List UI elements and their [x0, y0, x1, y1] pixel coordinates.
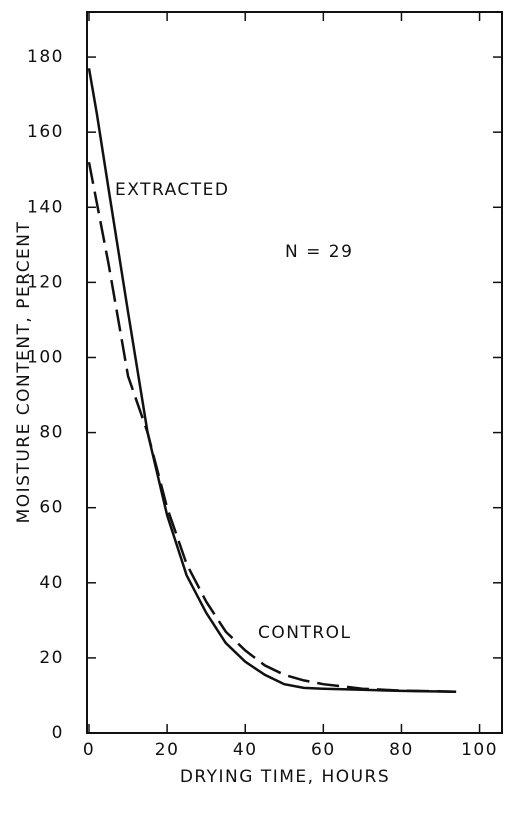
annotation: N = 29: [285, 242, 353, 262]
y-tick-label: 180: [27, 47, 64, 67]
y-tick-label: 0: [52, 723, 64, 743]
series-label: CONTROL: [258, 623, 352, 643]
x-tick-label: 40: [233, 740, 258, 760]
y-tick-label: 140: [27, 197, 64, 217]
x-tick-label: 80: [389, 740, 414, 760]
line: [87, 68, 457, 693]
y-axis-title: MOISTURE CONTENT, PERCENT: [14, 221, 34, 524]
y-tick-label: 40: [39, 573, 64, 593]
y-tick-label: 20: [39, 648, 64, 668]
x-tick-label: 60: [311, 740, 336, 760]
plot-frame: [86, 11, 503, 734]
series-label: EXTRACTED: [115, 180, 230, 200]
y-tick-label: 120: [27, 272, 64, 292]
y-tick-label: 100: [27, 347, 64, 367]
y-tick-label: 60: [39, 498, 64, 518]
line: [87, 161, 457, 693]
x-axis-title: DRYING TIME, HOURS: [180, 767, 390, 787]
x-tick-label: 0: [83, 740, 95, 760]
y-tick-label: 160: [27, 122, 64, 142]
x-tick-label: 20: [155, 740, 180, 760]
y-tick-label: 80: [39, 423, 64, 443]
x-tick-label: 100: [461, 740, 498, 760]
